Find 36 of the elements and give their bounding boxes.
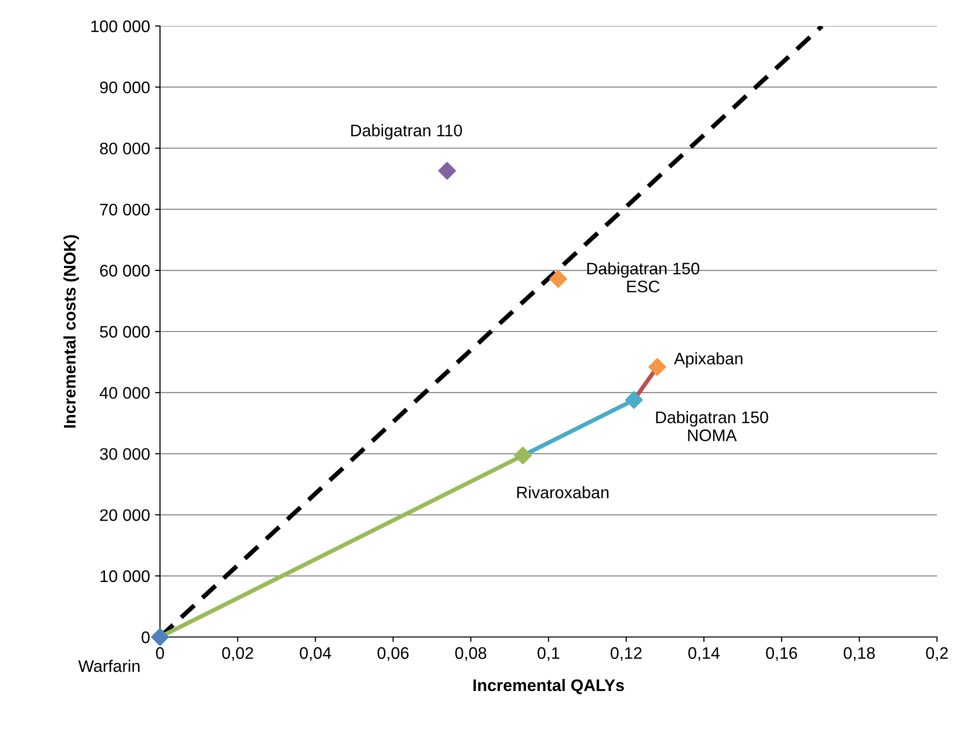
x-tick-label: 0,18 xyxy=(844,647,875,661)
y-tick-label: 10 000 xyxy=(100,570,150,582)
point xyxy=(151,628,169,646)
x-tick-label: 0,06 xyxy=(378,647,409,661)
y-tick-label: 40 000 xyxy=(100,387,150,399)
y-tick-label: 0 xyxy=(142,631,150,644)
x-tick-label: 0,2 xyxy=(926,647,948,661)
point xyxy=(648,358,666,376)
x-tick-label: 0,14 xyxy=(688,647,720,661)
x-axis-title: Incremental QALYs xyxy=(474,678,624,694)
annotation: Dabigatran 150 ESC xyxy=(587,262,700,292)
y-tick-label: 50 000 xyxy=(100,326,150,338)
y-tick-label: 70 000 xyxy=(100,204,150,216)
point xyxy=(438,162,456,180)
y-tick-label: 30 000 xyxy=(100,448,150,460)
annotation: Dabigatran 110 xyxy=(351,124,462,140)
x-tick-label: 0,02 xyxy=(222,647,254,661)
x-tick-label: 0 xyxy=(156,647,164,659)
x-tick-label: 0,08 xyxy=(455,647,486,661)
y-tick-label: 90 000 xyxy=(100,82,150,94)
point xyxy=(514,446,532,464)
y-axis-title: Incremental costs (NOK) xyxy=(63,235,79,428)
x-tick-label: 0,1 xyxy=(538,647,560,661)
annotation: Warfarin xyxy=(78,660,140,672)
y-tick-label: 20 000 xyxy=(100,509,150,522)
y-tick-label: 80 000 xyxy=(100,142,150,154)
x-tick-label: 0,16 xyxy=(766,647,798,661)
annotation: Rivaroxaban xyxy=(517,486,608,498)
y-tick-label: 60 000 xyxy=(100,264,150,277)
y-tick-label: 100 000 xyxy=(91,20,150,32)
x-tick-label: 0,04 xyxy=(300,647,332,661)
annotation: Apixaban xyxy=(674,352,742,368)
point xyxy=(625,391,643,409)
x-tick-label: 0,12 xyxy=(610,647,642,661)
point xyxy=(549,270,568,288)
annotation: Dabigatran 150 NOMA xyxy=(656,411,768,442)
